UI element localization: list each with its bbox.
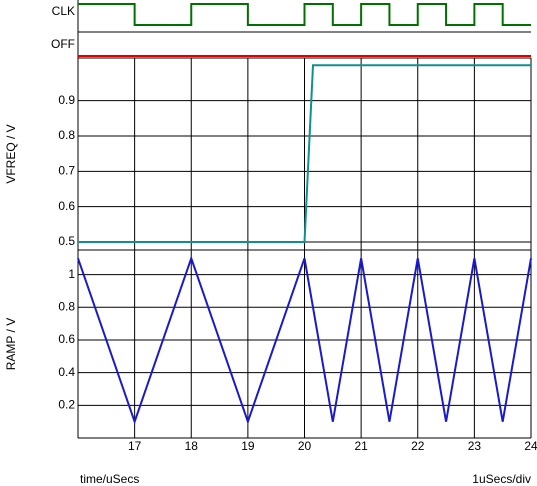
- x-tick-label: 21: [354, 439, 368, 453]
- y-axis-label: RAMP / V: [4, 318, 18, 370]
- x-tick-label: 24: [524, 439, 537, 453]
- y-tick-label: 0.7: [58, 163, 75, 177]
- trace-name: OFF: [51, 37, 75, 51]
- y-tick-label: 0.6: [58, 332, 75, 346]
- y-tick-label: 0.8: [58, 299, 75, 313]
- x-tick-label: 18: [185, 439, 199, 453]
- y-tick-label: 1: [68, 267, 75, 281]
- y-tick-label: 0.5: [58, 234, 75, 248]
- y-tick-label: 0.2: [58, 397, 75, 411]
- x-tick-label: 19: [241, 439, 255, 453]
- x-axis-label: time/uSecs: [80, 472, 139, 486]
- scale-note: 1uSecs/div: [472, 472, 531, 486]
- y-axis-label: VFREQ / V: [4, 124, 18, 183]
- x-tick-label: 23: [468, 439, 482, 453]
- y-tick-label: 0.9: [58, 93, 75, 107]
- y-tick-label: 0.4: [58, 365, 75, 379]
- x-tick-label: 22: [411, 439, 425, 453]
- x-tick-label: 20: [298, 439, 312, 453]
- x-tick-label: 17: [128, 439, 142, 453]
- trace-name: CLK: [52, 4, 75, 18]
- trace: [78, 64, 531, 243]
- trace: [78, 3, 531, 26]
- y-tick-label: 0.8: [58, 128, 75, 142]
- y-tick-label: 0.6: [58, 199, 75, 213]
- trace: [77, 255, 532, 425]
